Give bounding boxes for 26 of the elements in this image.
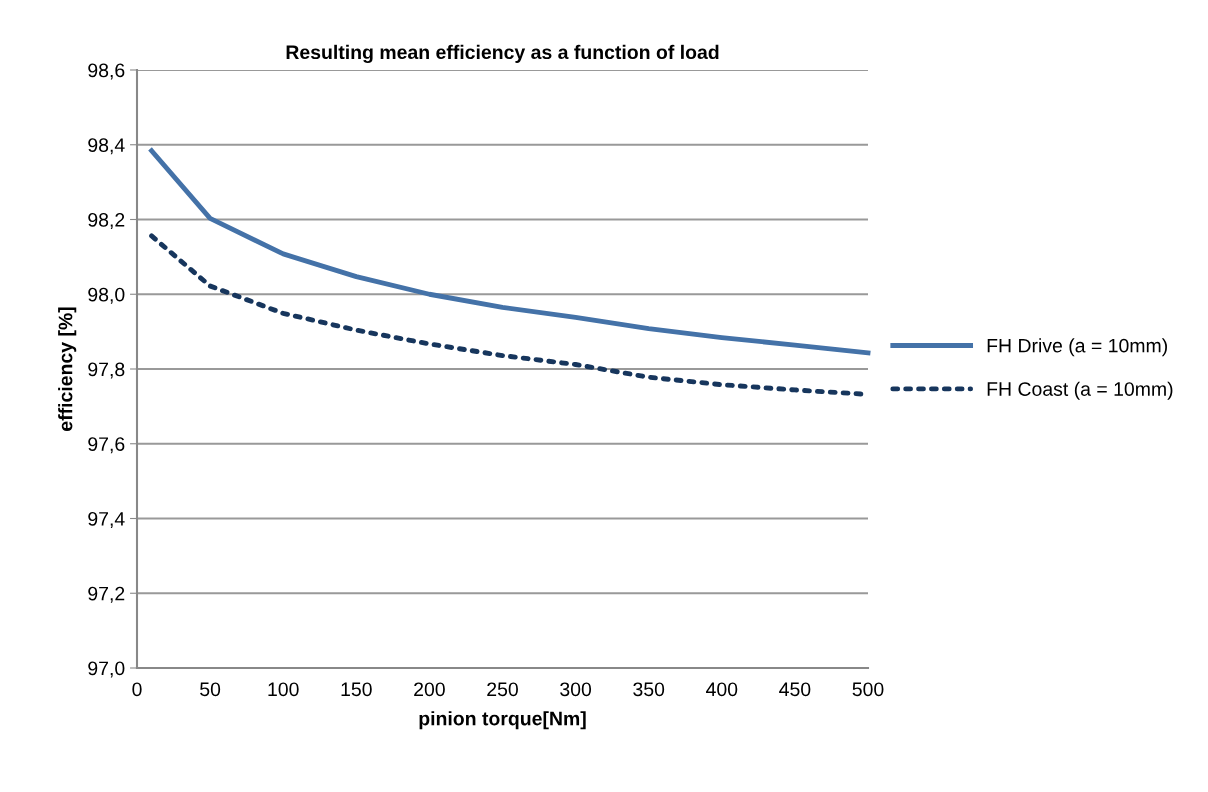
chart-title: Resulting mean efficiency as a function of load [286, 44, 719, 64]
x-tick-label: 250 [487, 682, 518, 697]
line-series [149, 148, 871, 356]
y-axis-title: efficiency [%] [58, 307, 77, 431]
y-tick-label: 98,4 [88, 138, 125, 155]
x-tick-label: 50 [200, 682, 221, 697]
y-tick-label: 97,4 [88, 511, 125, 529]
x-tick-label: 200 [414, 682, 445, 697]
x-tick-label: 0 [132, 682, 142, 697]
y-tick-label: 97,0 [88, 661, 125, 678]
legend-label: FH Drive (a = 10mm) [987, 338, 1167, 357]
legend-label: FH Coast (a = 10mm) [987, 381, 1173, 400]
x-axis-title: pinion torque[Nm] [419, 711, 586, 730]
x-tick-label: 150 [341, 682, 372, 697]
y-tick-label: 97,8 [88, 362, 125, 379]
y-tick-label: 98,0 [88, 287, 125, 304]
y-tick-label: 98,6 [88, 63, 125, 80]
x-tick-label: 400 [706, 682, 738, 697]
x-tick-label: 450 [779, 682, 811, 697]
x-tick-label: 300 [560, 682, 592, 697]
x-tick-label: 100 [268, 682, 299, 697]
y-tick-label: 97,6 [88, 437, 125, 454]
x-tick-label: 350 [633, 682, 665, 697]
y-tick-label: 97,2 [88, 586, 125, 603]
x-tick-label: 500 [852, 682, 884, 697]
y-tick-label: 98,2 [88, 212, 125, 230]
